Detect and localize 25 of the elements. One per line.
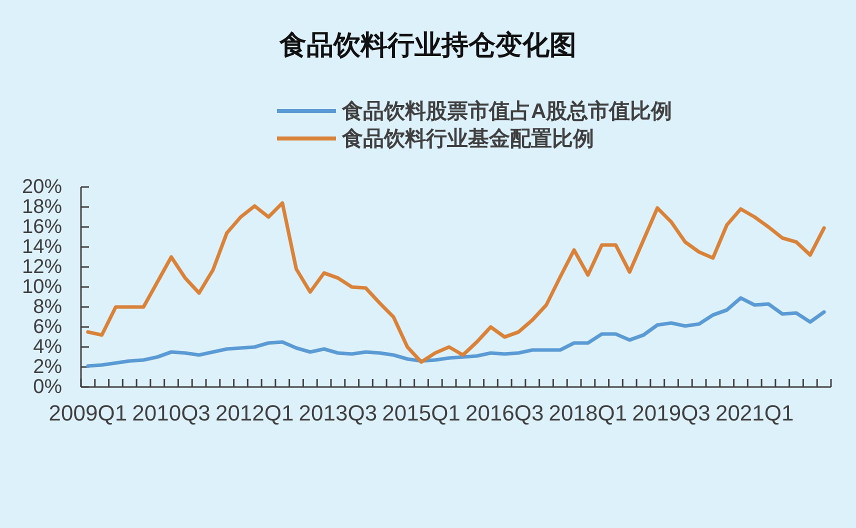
- x-tick-label: 2013Q3: [298, 400, 378, 426]
- x-tick-label: 2010Q3: [132, 400, 210, 426]
- y-tick-label: 14%: [22, 236, 62, 258]
- y-tick-label: 6%: [33, 316, 62, 338]
- y-tick-label: 12%: [22, 256, 62, 278]
- x-tick-label: 2021Q1: [715, 400, 794, 426]
- y-tick-label: 20%: [22, 176, 62, 198]
- y-tick-label: 2%: [33, 356, 62, 378]
- line-series: [86, 201, 826, 364]
- chart-title: 食品饮料行业持仓变化图: [278, 30, 576, 60]
- x-tick-label: 2015Q1: [382, 400, 460, 426]
- line-series: [86, 296, 826, 368]
- y-tick-label: 0%: [33, 376, 62, 398]
- y-tick-label: 18%: [22, 196, 62, 218]
- legend-label: 食品饮料行业基金配置比例: [341, 127, 594, 150]
- y-tick-label: 16%: [22, 216, 62, 238]
- x-tick-label: 2016Q3: [465, 400, 544, 426]
- x-tick-label: 2019Q3: [632, 400, 710, 426]
- y-tick-label: 8%: [33, 296, 62, 318]
- y-tick-label: 10%: [22, 276, 62, 298]
- x-tick-label: 2018Q1: [548, 400, 628, 426]
- x-tick-label: 2012Q1: [215, 400, 294, 426]
- legend-label: 食品饮料股票市值占A股总市值比例: [341, 98, 672, 122]
- y-tick-label: 4%: [33, 336, 62, 358]
- x-tick-label: 2009Q1: [48, 400, 128, 426]
